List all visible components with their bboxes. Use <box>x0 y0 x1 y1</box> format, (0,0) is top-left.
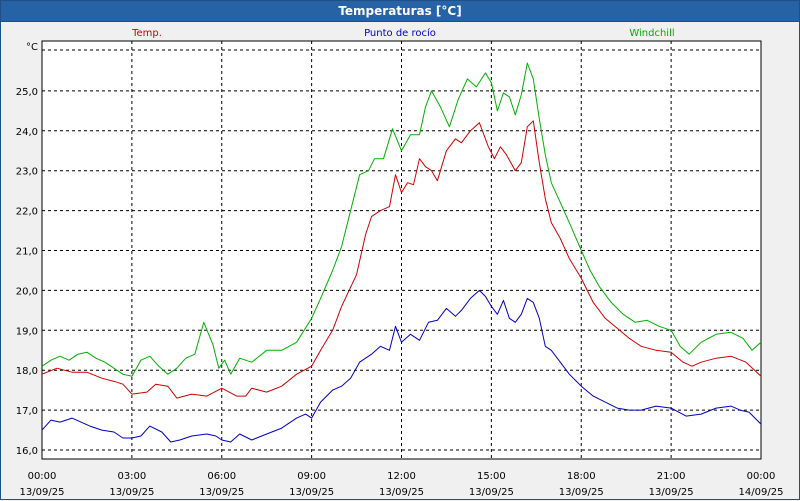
x-tick-label-time: 00:00 <box>28 471 57 482</box>
x-tick-label-date: 13/09/25 <box>109 487 154 498</box>
y-axis-label: °C <box>26 42 38 53</box>
x-tick-label-date: 13/09/25 <box>379 487 424 498</box>
y-tick-label: 21,0 <box>16 247 38 258</box>
title-bar: Temperaturas [°C] <box>1 1 799 22</box>
x-tick-label-date: 13/09/25 <box>649 487 694 498</box>
x-tick-label-date: 14/09/25 <box>739 487 784 498</box>
chart-title: Temperaturas [°C] <box>338 4 462 18</box>
x-tick-label-time: 15:00 <box>477 471 506 482</box>
series-line-windchill <box>41 62 762 377</box>
x-tick-label-time: 00:00 <box>747 471 776 482</box>
y-tick-label: 20,0 <box>16 286 38 297</box>
x-tick-label-date: 13/09/25 <box>469 487 514 498</box>
plot-border <box>41 40 762 460</box>
legend-entry: Windchill <box>629 28 674 39</box>
x-tick-label-time: 06:00 <box>207 471 236 482</box>
y-tick-label: 24,0 <box>16 127 38 138</box>
x-tick-label-date: 13/09/25 <box>20 487 65 498</box>
x-tick-label-time: 18:00 <box>567 471 596 482</box>
x-tick-label-date: 13/09/25 <box>199 487 244 498</box>
series-line-temp <box>41 120 762 399</box>
legend-entry: Temp. <box>131 28 162 39</box>
x-tick-label-time: 03:00 <box>117 471 146 482</box>
y-tick-label: 17,0 <box>16 406 38 417</box>
y-tick-label: 19,0 <box>16 326 38 337</box>
y-tick-label: 18,0 <box>16 366 38 377</box>
legend-entry: Punto de rocío <box>364 27 436 39</box>
x-tick-label-date: 13/09/25 <box>559 487 604 498</box>
x-tick-label-time: 12:00 <box>387 471 416 482</box>
series-line-punto-de-roc-o <box>41 289 762 443</box>
y-tick-label: 22,0 <box>16 207 38 218</box>
y-tick-label: 23,0 <box>16 167 38 178</box>
y-tick-label: 16,0 <box>16 446 38 457</box>
y-tick-label: 25,0 <box>16 87 38 98</box>
x-tick-label-time: 21:00 <box>657 471 686 482</box>
x-tick-label-date: 13/09/25 <box>289 487 334 498</box>
x-tick-label-time: 09:00 <box>297 471 326 482</box>
